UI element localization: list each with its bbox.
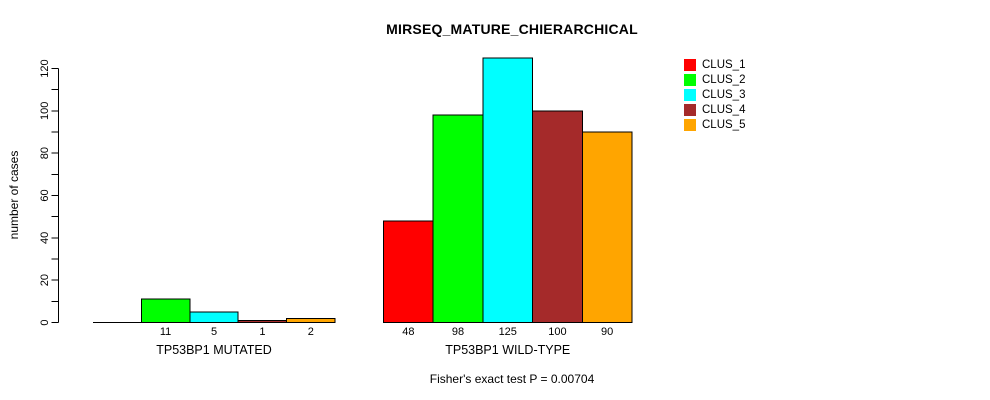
- group-label: TP53BP1 WILD-TYPE: [445, 343, 570, 357]
- bar-value-label: 2: [308, 326, 314, 338]
- y-axis-tick-label: 0: [39, 319, 51, 325]
- legend-swatch-icon: [684, 103, 696, 116]
- legend-item-clus_2: CLUS_2: [684, 72, 745, 87]
- bar-value-label: 11: [160, 326, 171, 338]
- bar-value-label: 100: [548, 326, 566, 338]
- bar-value-label: 125: [499, 326, 517, 338]
- legend-label: CLUS_2: [702, 73, 746, 86]
- bar-value-label: 90: [601, 326, 613, 338]
- legend: CLUS_1 CLUS_2 CLUS_3 CLUS_4 CLUS_5: [684, 57, 745, 132]
- legend-swatch-icon: [684, 88, 696, 101]
- legend-item-clus_4: CLUS_4: [684, 102, 745, 117]
- legend-label: CLUS_3: [702, 88, 746, 101]
- bar-clus_3: [189, 311, 239, 323]
- y-axis-tick-label: 40: [39, 232, 51, 244]
- legend-swatch-icon: [684, 73, 696, 86]
- legend-item-clus_3: CLUS_3: [684, 87, 745, 102]
- legend-label: CLUS_5: [702, 118, 746, 131]
- bar-clus_3: [482, 57, 534, 324]
- legend-item-clus_1: CLUS_1: [684, 57, 745, 72]
- y-axis-tick-label: 80: [39, 147, 51, 159]
- bar-clus_5: [581, 131, 633, 323]
- y-axis-tick-label: 60: [39, 189, 51, 201]
- legend-label: CLUS_4: [702, 103, 746, 116]
- bar-value-label: 48: [402, 326, 414, 338]
- bar-value-label: 5: [211, 326, 217, 338]
- chart-title: MIRSEQ_MATURE_CHIERARCHICAL: [386, 21, 638, 37]
- bar-clus_2: [432, 114, 484, 323]
- bar-clus_4: [532, 110, 583, 324]
- bar-clus_4: [237, 319, 288, 323]
- y-axis-tick-label: 120: [39, 59, 51, 77]
- legend-item-clus_5: CLUS_5: [684, 117, 745, 132]
- bar-value-label: 98: [452, 326, 464, 338]
- legend-label: CLUS_1: [702, 58, 746, 71]
- y-axis-tick-label: 100: [39, 102, 51, 120]
- bar-clus_5: [286, 317, 336, 323]
- bar-clus_2: [140, 298, 191, 324]
- bar-value-label: 1: [259, 326, 265, 338]
- legend-swatch-icon: [684, 118, 696, 131]
- footnote-pvalue: Fisher's exact test P = 0.00704: [429, 372, 595, 386]
- legend-swatch-icon: [684, 58, 696, 71]
- bar-clus_1: [383, 220, 434, 323]
- group-label: TP53BP1 MUTATED: [156, 343, 272, 357]
- y-axis-tick-label: 20: [39, 274, 51, 286]
